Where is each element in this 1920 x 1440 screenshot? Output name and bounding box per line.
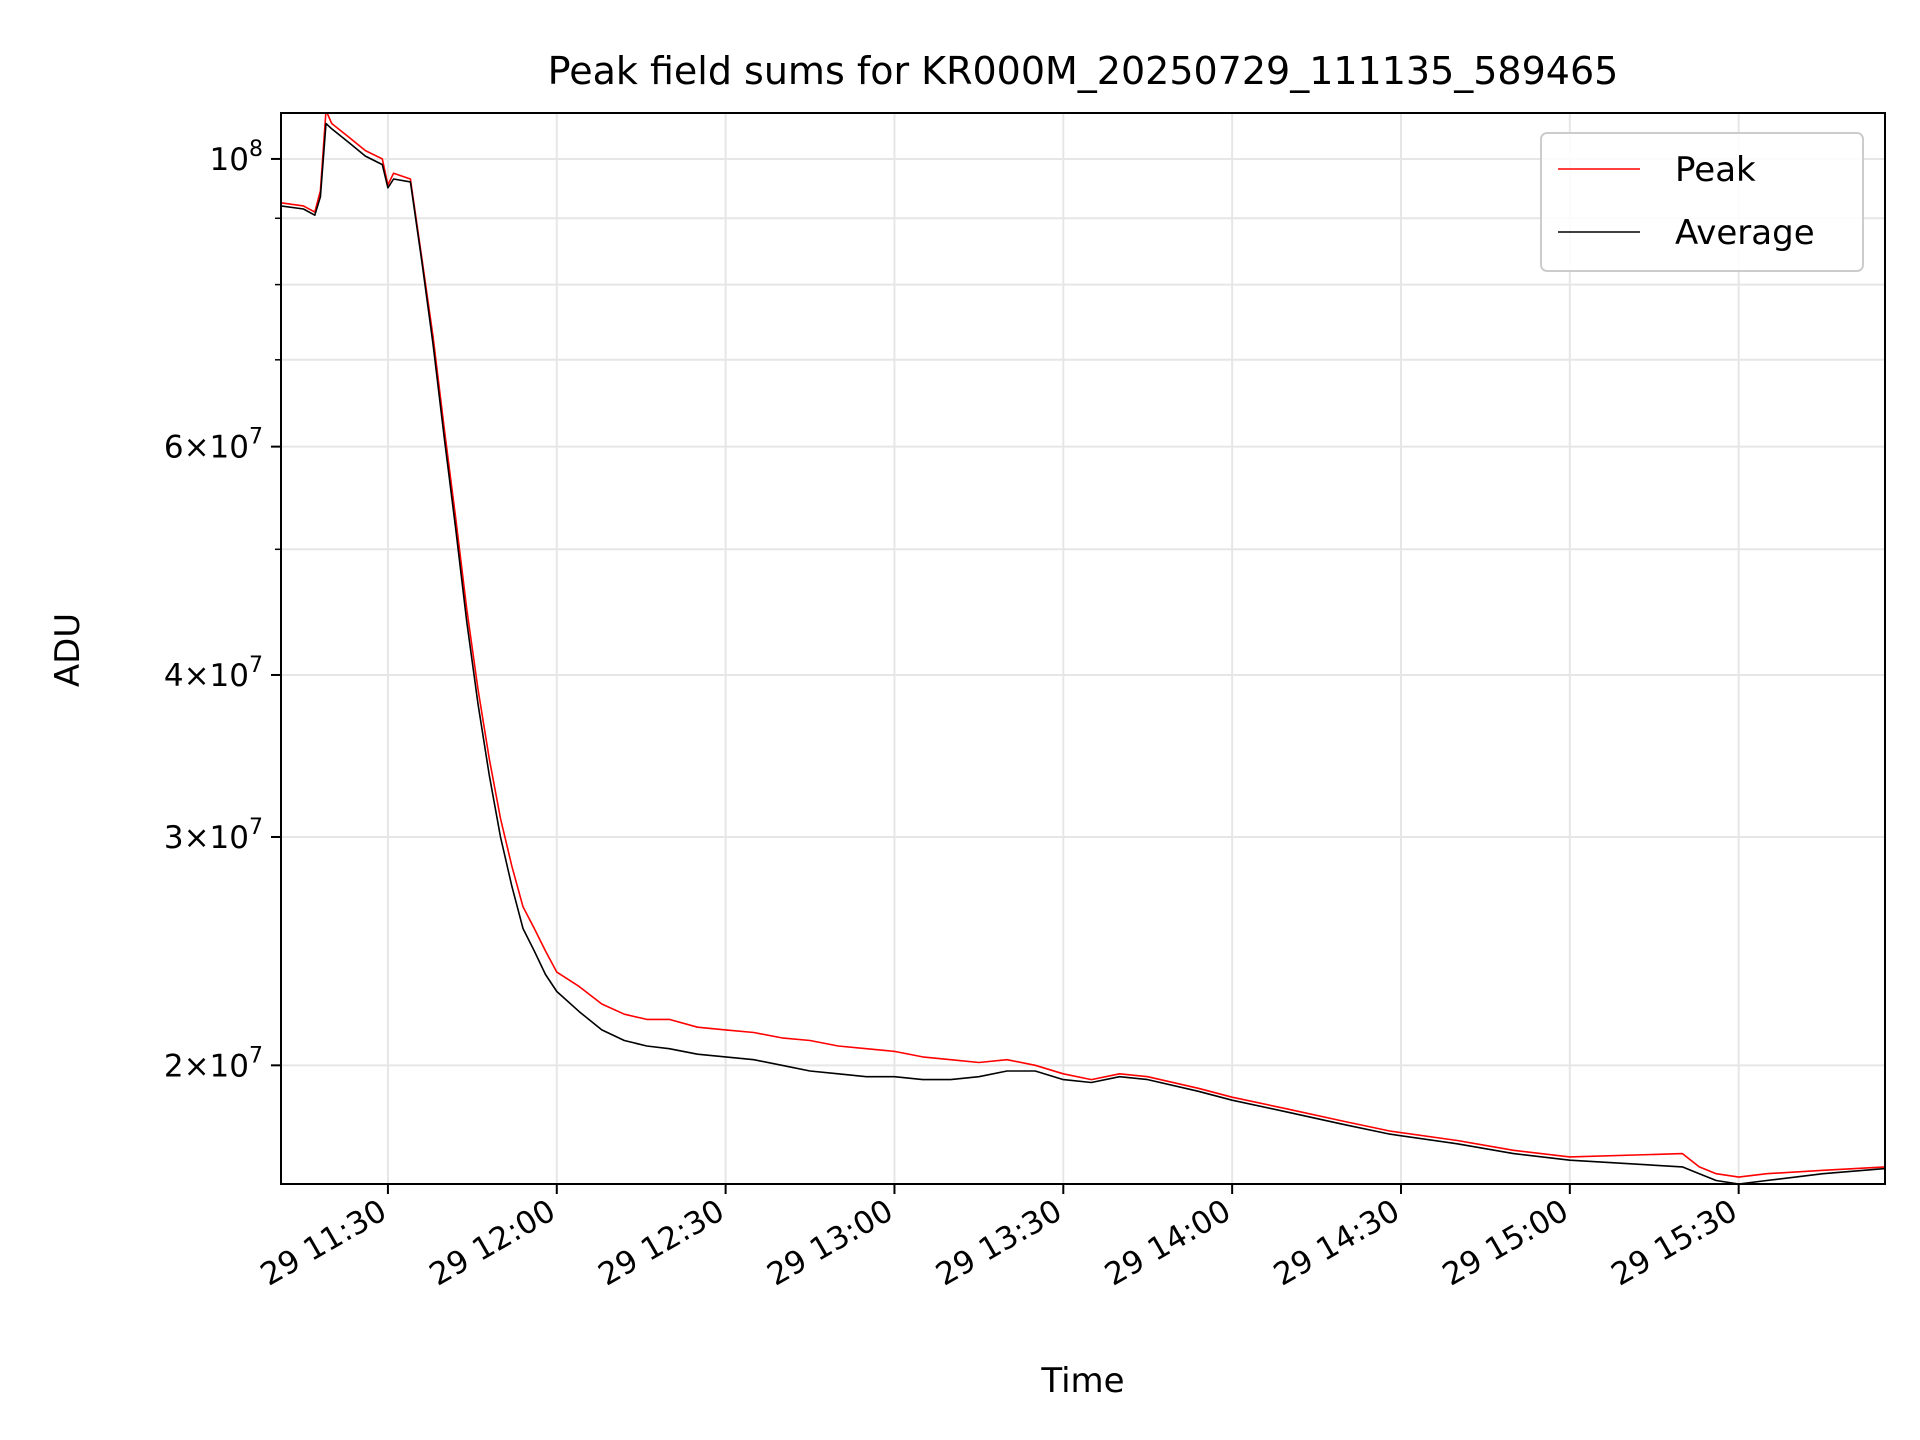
- legend-box: [1540, 132, 1864, 272]
- y-axis-label: ADU: [48, 613, 88, 687]
- series-line-average: [281, 122, 1885, 1184]
- legend-label-peak: Peak: [1675, 150, 1756, 190]
- series-line-peak: [281, 113, 1885, 1178]
- y-tick-label: 6×107: [164, 425, 263, 466]
- y-tick-label: 3×107: [164, 815, 263, 856]
- legend-label-average: Average: [1675, 213, 1815, 253]
- y-tick-label: 108: [210, 137, 263, 178]
- y-tick-label: 2×107: [164, 1043, 263, 1084]
- plot-frame: [280, 112, 1886, 1185]
- y-tick-label: 4×107: [164, 653, 263, 694]
- legend: Peak Average: [1540, 132, 1864, 272]
- chart-title: Peak field sums for KR000M_20250729_1111…: [548, 49, 1619, 93]
- x-axis-label: Time: [1040, 1361, 1124, 1401]
